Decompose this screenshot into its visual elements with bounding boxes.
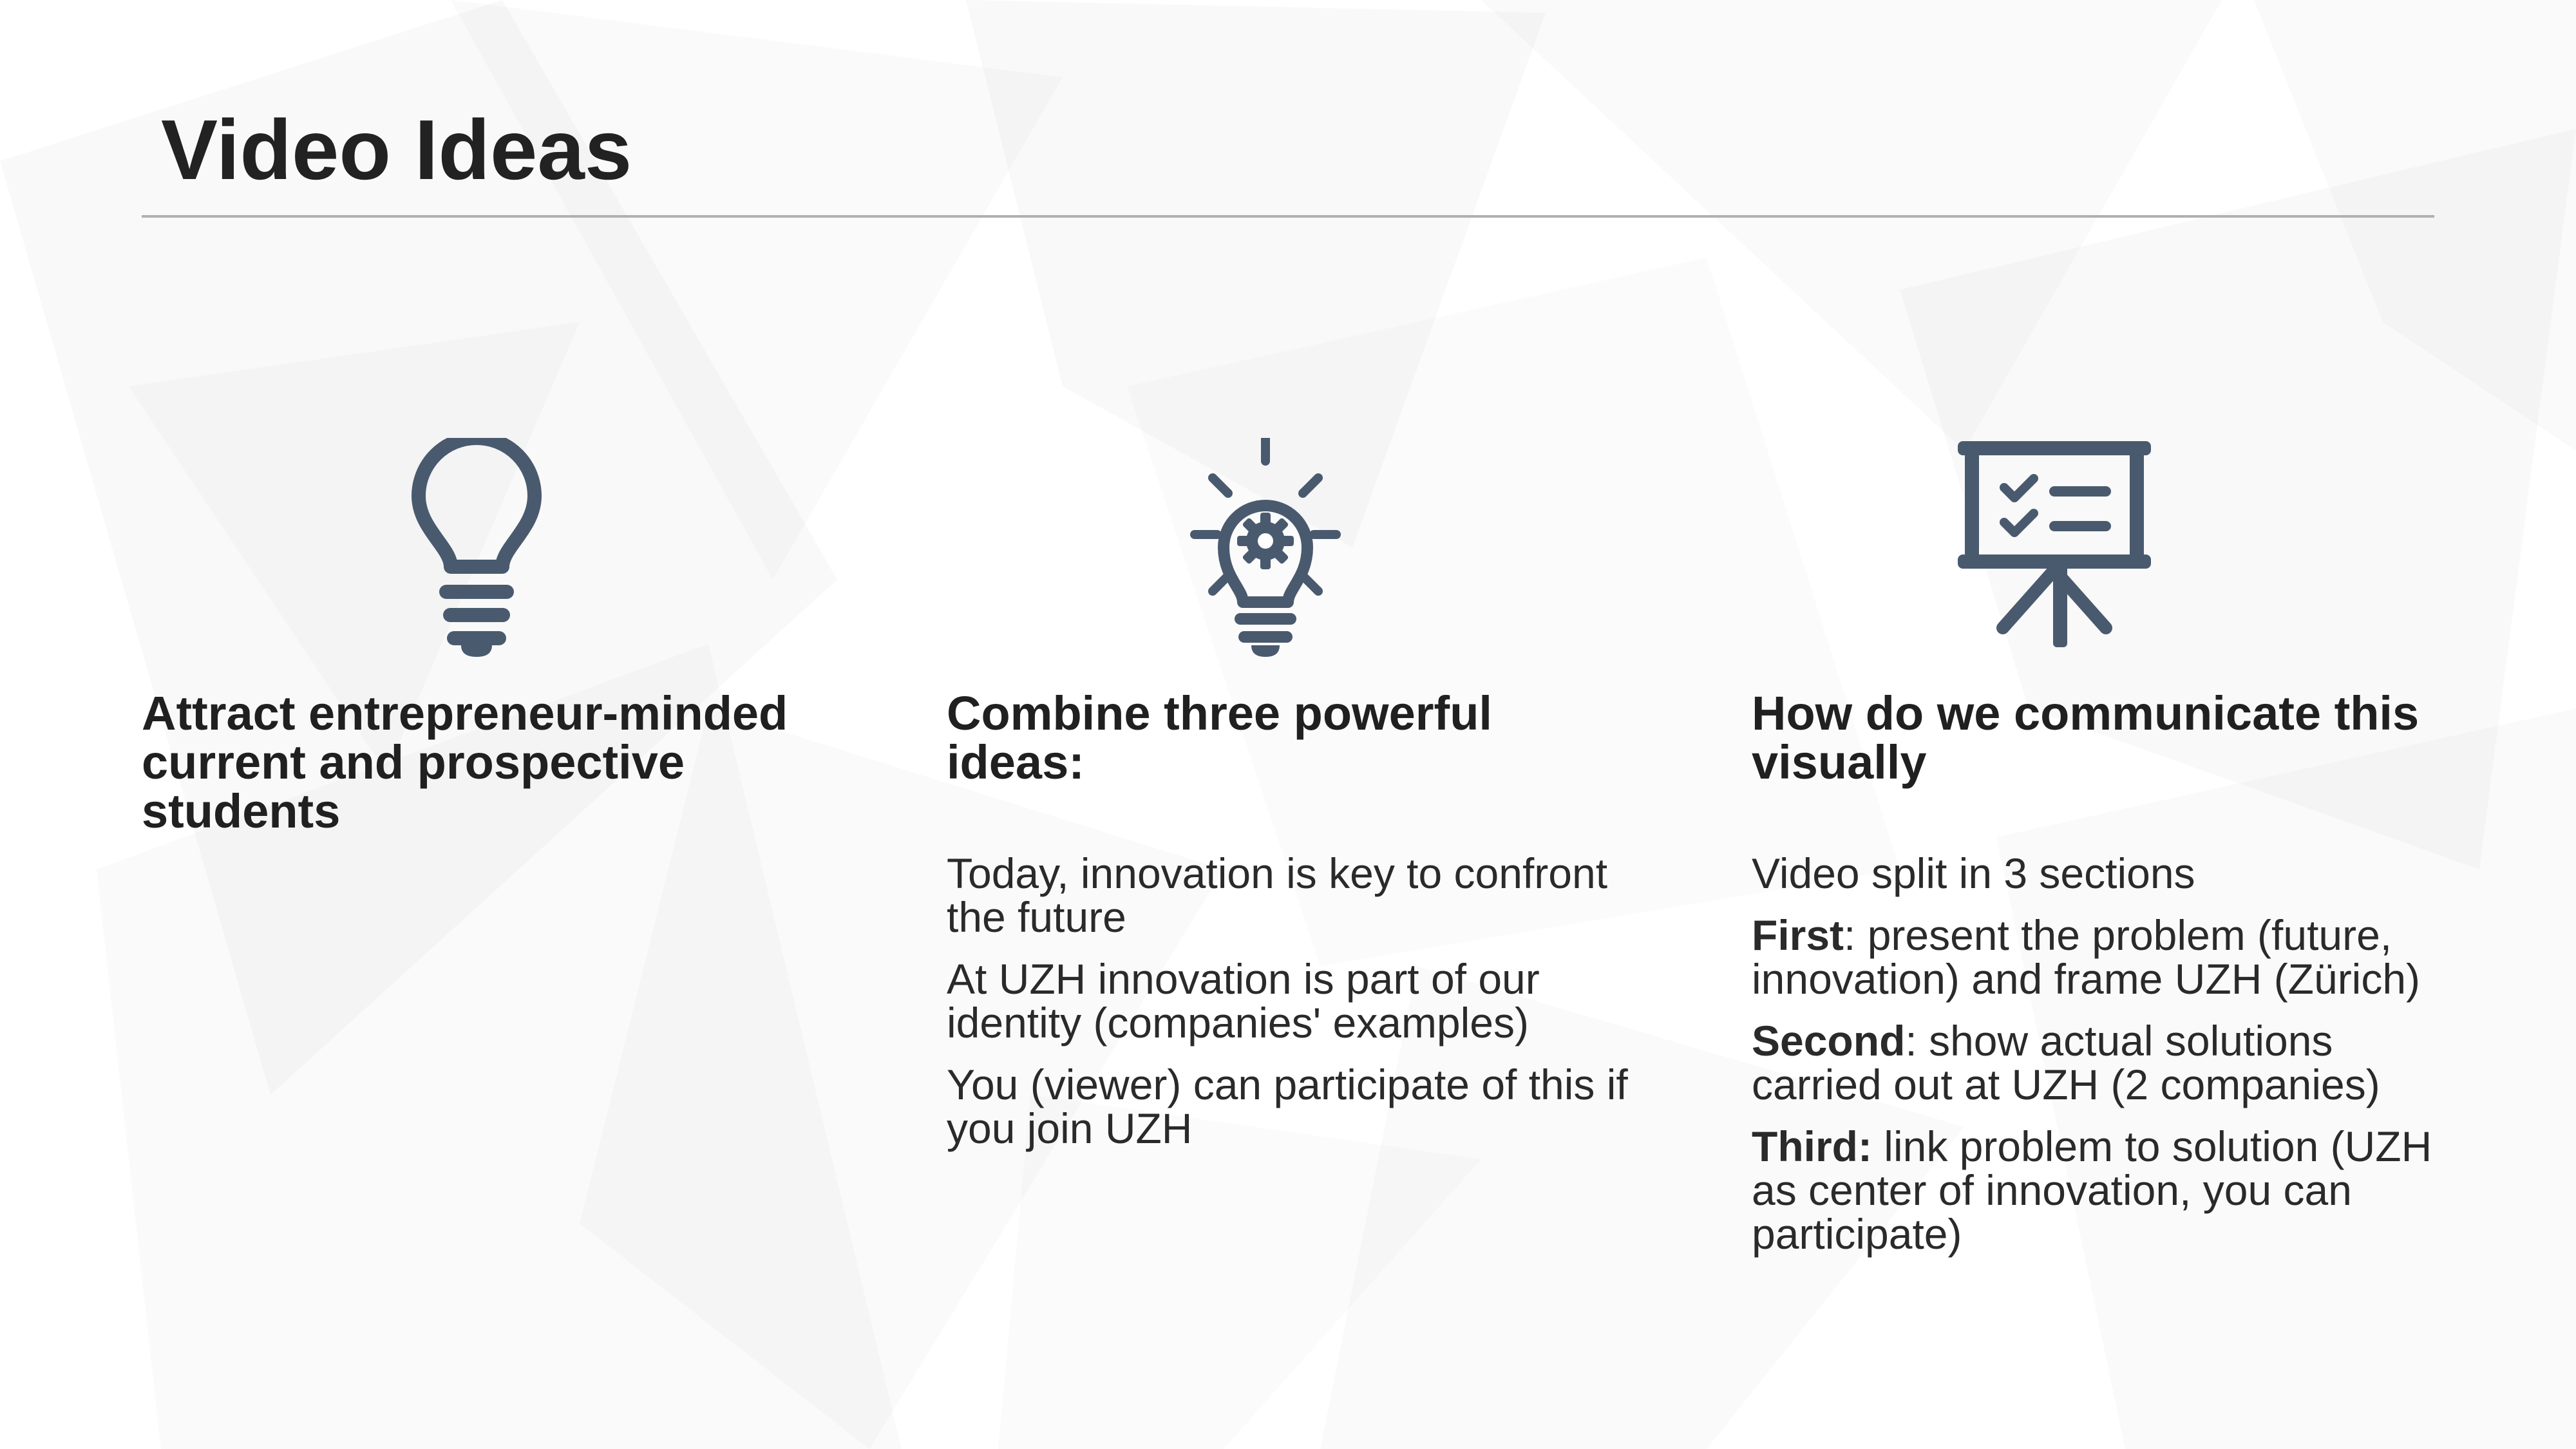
- column-attract: Attract entrepreneur-minded current and …: [142, 438, 837, 836]
- list-item: Third: link problem to solution (UZH as …: [1752, 1124, 2447, 1256]
- column-heading: How do we communicate this visually: [1752, 687, 2420, 789]
- section-list: Video split in 3 sections First: present…: [1752, 851, 2447, 1256]
- column-communicate: How do we communicate this visually Vide…: [1752, 438, 2447, 1274]
- item-label: First: [1752, 911, 1844, 959]
- list-item: You (viewer) can participate of this if …: [947, 1061, 1628, 1152]
- list-item: At UZH innovation is part of our identit…: [947, 955, 1540, 1046]
- list-item: Today, innovation is key to confront the…: [947, 849, 1608, 941]
- title-divider: [142, 215, 2434, 218]
- list-item: First: present the problem (future, inno…: [1752, 913, 2447, 1001]
- idea-list: Today, innovation is key to confront the…: [947, 851, 1642, 1150]
- item-label: Third:: [1752, 1122, 1872, 1170]
- idea-gear-icon: [1190, 438, 1341, 657]
- column-combine: Combine three powerful ideas: Today, inn…: [947, 438, 1642, 1168]
- list-item: Video split in 3 sections: [1752, 851, 2447, 895]
- lightbulb-icon: [412, 438, 542, 657]
- column-heading: Attract entrepreneur-minded current and …: [142, 687, 788, 838]
- presentation-board-icon: [1958, 441, 2151, 647]
- slide-title: Video Ideas: [161, 102, 632, 197]
- item-text: Video split in 3 sections: [1752, 849, 2195, 897]
- item-text: : present the problem (future, innovatio…: [1752, 911, 2421, 1003]
- item-text: : show actual solutions carried out at U…: [1752, 1017, 2380, 1108]
- column-heading: Combine three powerful ideas:: [947, 687, 1492, 789]
- item-text: link problem to solution (UZH as center …: [1752, 1122, 2432, 1258]
- list-item: Second: show actual solutions carried ou…: [1752, 1019, 2447, 1106]
- item-label: Second: [1752, 1017, 1906, 1065]
